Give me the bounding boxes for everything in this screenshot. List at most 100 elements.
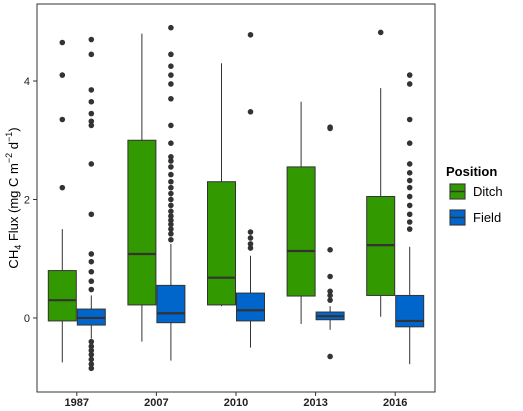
outlier-point-field-1987-8 <box>88 278 95 285</box>
x-tick-label-2013: 2013 <box>303 397 327 409</box>
outlier-point-field-2007-7 <box>168 202 174 209</box>
outlier-point-field-1987-11 <box>88 251 95 257</box>
box-ditch-2007 <box>127 139 157 306</box>
x-tick-label-1987: 1987 <box>65 397 89 409</box>
outlier-point-field-2007-16 <box>168 140 174 147</box>
outlier-point-ditch-1987-0 <box>59 184 66 191</box>
x-axis: 1987 2007 2010 2013 2016 <box>65 392 407 409</box>
y-axis-title-middle: Flux (mg C m <box>6 163 21 245</box>
box-field-2010 <box>236 292 265 322</box>
outlier-point-field-2007-4 <box>168 217 174 224</box>
outlier-point-field-2013-0 <box>327 353 333 360</box>
y-axis-title-sup2: −1 <box>4 132 14 142</box>
outlier-point-ditch-1987-1 <box>59 116 66 123</box>
outlier-point-field-2013-1 <box>327 297 333 303</box>
outlier-point-field-2010-3 <box>247 229 254 235</box>
outlier-point-field-1987-10 <box>88 258 95 265</box>
y-tick-label-4: 4 <box>24 76 30 88</box>
legend-title: Position <box>446 164 497 179</box>
outlier-point-field-2007-9 <box>168 190 174 197</box>
box-field-2007 <box>156 284 186 324</box>
outlier-point-field-2016-6 <box>406 177 413 184</box>
outlier-point-field-1987-1 <box>88 343 95 350</box>
y-axis-title-sub: 4 <box>13 245 23 250</box>
box-group-ditch-2016 <box>366 29 396 317</box>
outlier-point-field-1987-2 <box>88 347 95 354</box>
outlier-point-field-2016-5 <box>406 184 413 191</box>
box-ditch-1987 <box>47 270 77 322</box>
outlier-point-field-1987-4 <box>88 356 95 363</box>
outlier-point-field-1987-0 <box>88 338 95 345</box>
outlier-point-field-2010-4 <box>247 109 254 115</box>
outlier-point-field-1987-5 <box>88 361 95 367</box>
outlier-point-field-2007-6 <box>168 208 174 215</box>
boxes-layer <box>47 24 425 372</box>
outlier-point-field-1987-16 <box>88 110 95 117</box>
outlier-point-field-2007-8 <box>168 196 174 203</box>
box-group-ditch-2007 <box>127 33 157 342</box>
outlier-point-field-2013-3 <box>327 288 333 295</box>
box-group-field-1987 <box>76 36 106 372</box>
box-group-ditch-1987 <box>47 39 77 363</box>
outlier-point-field-2010-0 <box>247 245 254 251</box>
outlier-point-field-2010-2 <box>247 235 254 241</box>
x-tick-label-2010: 2010 <box>224 397 248 409</box>
y-tick-label-0: 0 <box>24 313 30 325</box>
y-axis-title-sup1: −2 <box>4 153 14 163</box>
outlier-point-field-2016-1 <box>406 219 413 225</box>
outlier-point-field-1987-12 <box>88 211 95 218</box>
outlier-point-field-2010-1 <box>247 241 254 247</box>
outlier-point-field-2007-18 <box>168 95 174 102</box>
outlier-point-field-2016-2 <box>406 211 413 218</box>
outlier-point-field-2007-11 <box>168 178 174 185</box>
box-group-field-2010 <box>236 32 265 348</box>
x-tick-label-2007: 2007 <box>144 397 168 409</box>
outlier-point-field-2007-21 <box>168 63 174 69</box>
outlier-point-field-2007-0 <box>168 236 174 243</box>
outlier-point-field-2016-9 <box>406 140 413 147</box>
outlier-point-field-2007-3 <box>168 221 174 228</box>
outlier-point-field-2013-7 <box>327 124 333 131</box>
y-axis-title: CH4 Flux (mg C m−2 d−1) <box>4 127 23 268</box>
box-group-ditch-2013 <box>286 101 316 324</box>
y-axis: 0 2 4 <box>24 76 37 325</box>
outlier-point-ditch-1987-3 <box>59 39 66 46</box>
y-axis-title-prefix: CH <box>6 250 21 269</box>
outlier-point-field-2007-2 <box>168 226 174 232</box>
outlier-point-field-2010-5 <box>247 32 254 38</box>
box-field-2016 <box>395 294 425 328</box>
outlier-point-field-2013-4 <box>327 273 333 280</box>
legend: Position Ditch Field <box>446 164 503 226</box>
box-ditch-2013 <box>286 166 316 297</box>
outlier-point-field-2007-19 <box>168 81 174 87</box>
box-group-field-2007 <box>156 24 186 361</box>
box-ditch-2010 <box>207 181 236 306</box>
outlier-point-field-2007-20 <box>168 72 174 78</box>
outlier-point-field-2007-22 <box>168 51 174 58</box>
outlier-point-field-1987-13 <box>88 161 95 167</box>
outlier-point-ditch-1987-2 <box>59 72 66 78</box>
box-group-field-2016 <box>395 72 425 365</box>
outlier-point-field-2013-2 <box>327 292 333 299</box>
outlier-point-field-1987-17 <box>88 98 95 105</box>
outlier-point-field-2016-4 <box>406 193 413 200</box>
legend-label-ditch: Ditch <box>473 184 503 199</box>
outlier-point-field-2016-7 <box>406 170 413 176</box>
outlier-point-field-2016-10 <box>406 116 413 123</box>
y-axis-title-between: d <box>6 142 21 153</box>
legend-label-field: Field <box>473 210 501 225</box>
outlier-point-field-1987-9 <box>88 268 95 275</box>
outlier-point-field-2007-5 <box>168 213 174 219</box>
outlier-point-field-2007-10 <box>168 184 174 191</box>
outlier-point-field-2016-11 <box>406 81 413 87</box>
outlier-point-field-2016-8 <box>406 161 413 167</box>
outlier-point-field-1987-14 <box>88 122 95 129</box>
x-tick-label-2016: 2016 <box>383 397 407 409</box>
outlier-point-field-1987-15 <box>88 118 95 125</box>
outlier-point-field-2007-14 <box>168 158 174 164</box>
outlier-point-field-2013-5 <box>327 247 333 253</box>
outlier-point-field-2007-23 <box>168 24 174 31</box>
outlier-point-field-1987-19 <box>88 51 95 58</box>
outlier-point-field-2016-0 <box>406 226 413 232</box>
